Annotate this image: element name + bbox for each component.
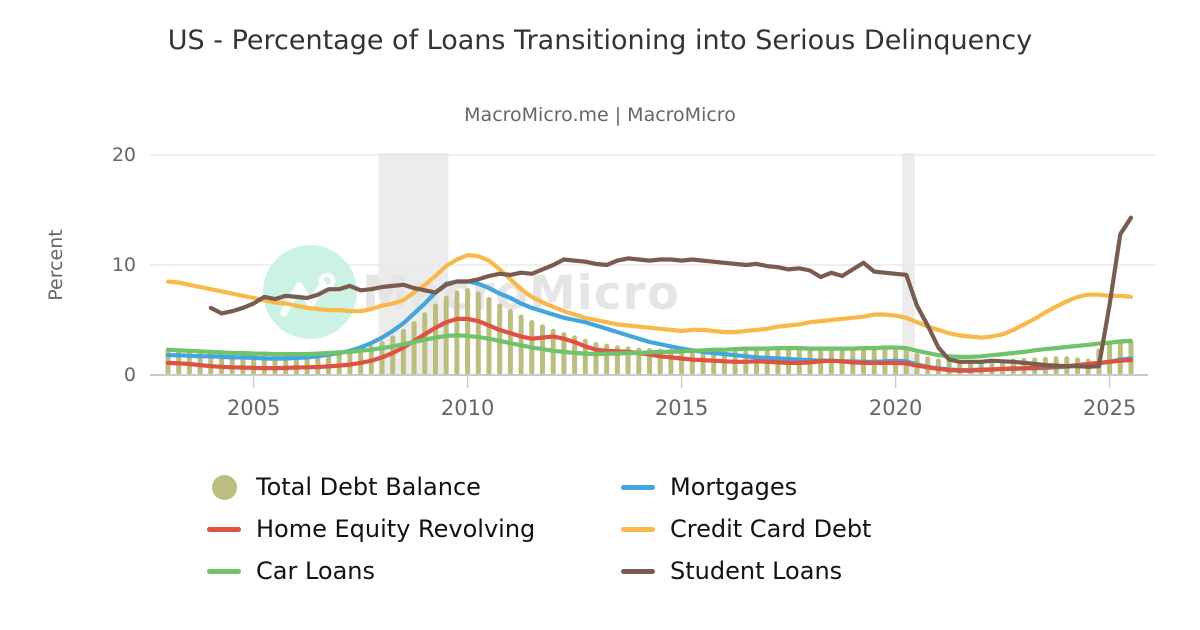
legend-item-car-loans[interactable]: Car Loans xyxy=(206,550,535,592)
legend-line-marker-icon xyxy=(620,484,656,490)
legend-label: Student Loans xyxy=(670,557,843,585)
legend-line-marker-icon xyxy=(206,526,242,532)
bar-total-debt-balance xyxy=(689,349,695,375)
legend-circle-marker-icon xyxy=(206,474,242,500)
x-tick-label: 2020 xyxy=(869,396,922,420)
series-line-home-equity-revolving xyxy=(165,316,1134,373)
bar-total-debt-balance xyxy=(475,291,481,375)
legend-item-home-equity-revolving[interactable]: Home Equity Revolving xyxy=(206,508,535,550)
legend-item-credit-card-debt[interactable]: Credit Card Debt xyxy=(620,508,871,550)
x-tick-label: 2015 xyxy=(655,396,708,420)
x-axis xyxy=(150,374,1148,388)
bar-total-debt-balance xyxy=(411,321,417,375)
bar-total-debt-balance xyxy=(465,288,471,375)
y-tick-label: 0 xyxy=(124,364,136,386)
x-tick-label: 2005 xyxy=(227,396,280,420)
x-tick-label: 2025 xyxy=(1083,396,1136,420)
legend-item-mortgages[interactable]: Mortgages xyxy=(620,466,871,508)
axis-labels: 2005 2010 2015 2020 2025 0 10 20 Percent xyxy=(45,144,1136,420)
chart-plot-area[interactable]: MacroMicro 2005 2010 2015 2020 202501020Perc… xyxy=(0,0,1200,440)
bar-total-debt-balance xyxy=(679,349,685,375)
watermark-logo-ring-icon xyxy=(318,272,336,290)
bar-total-debt-balance xyxy=(326,352,331,375)
bar-total-debt-balance xyxy=(1107,342,1113,375)
bar-total-debt-balance xyxy=(422,312,428,375)
bar-total-debt-balance xyxy=(593,342,599,375)
chart-subtitle: MacroMicro.me | MacroMicro xyxy=(464,104,736,126)
recession-band xyxy=(902,153,915,375)
y-tick-label: 20 xyxy=(112,144,136,166)
series-line-student-loans xyxy=(208,215,1134,369)
legend-line-marker-icon xyxy=(620,526,656,532)
bar-total-debt-balance xyxy=(336,351,342,375)
legend-label: Mortgages xyxy=(670,473,798,501)
y-axis-title: Percent xyxy=(45,229,67,301)
watermark-logo-icon xyxy=(263,245,357,339)
x-tick-label: 2010 xyxy=(441,396,494,420)
series-line-credit-card-debt xyxy=(165,253,1134,340)
bar-total-debt-balance xyxy=(700,349,706,375)
legend-line-marker-icon xyxy=(620,568,656,574)
legend-label: Total Debt Balance xyxy=(256,473,481,501)
legend-label: Car Loans xyxy=(256,557,376,585)
bar-total-debt-balance xyxy=(604,343,610,375)
series-lines xyxy=(165,215,1134,373)
legend-line-marker-icon xyxy=(206,568,242,574)
y-tick-label: 10 xyxy=(112,254,136,276)
legend-item-total-debt-balance[interactable]: Total Debt Balance xyxy=(206,466,535,508)
legend-item-student-loans[interactable]: Student Loans xyxy=(620,550,871,592)
legend-label: Credit Card Debt xyxy=(670,515,872,543)
bar-total-debt-balance xyxy=(572,335,578,375)
page-title: US - Percentage of Loans Transitioning i… xyxy=(167,25,1033,56)
bar-total-debt-balance xyxy=(454,290,460,375)
series-line-car-loans xyxy=(165,333,1134,359)
bar-total-debt-balance xyxy=(486,296,492,375)
bar-total-debt-balance xyxy=(400,328,406,375)
legend-label: Home Equity Revolving xyxy=(256,515,536,543)
